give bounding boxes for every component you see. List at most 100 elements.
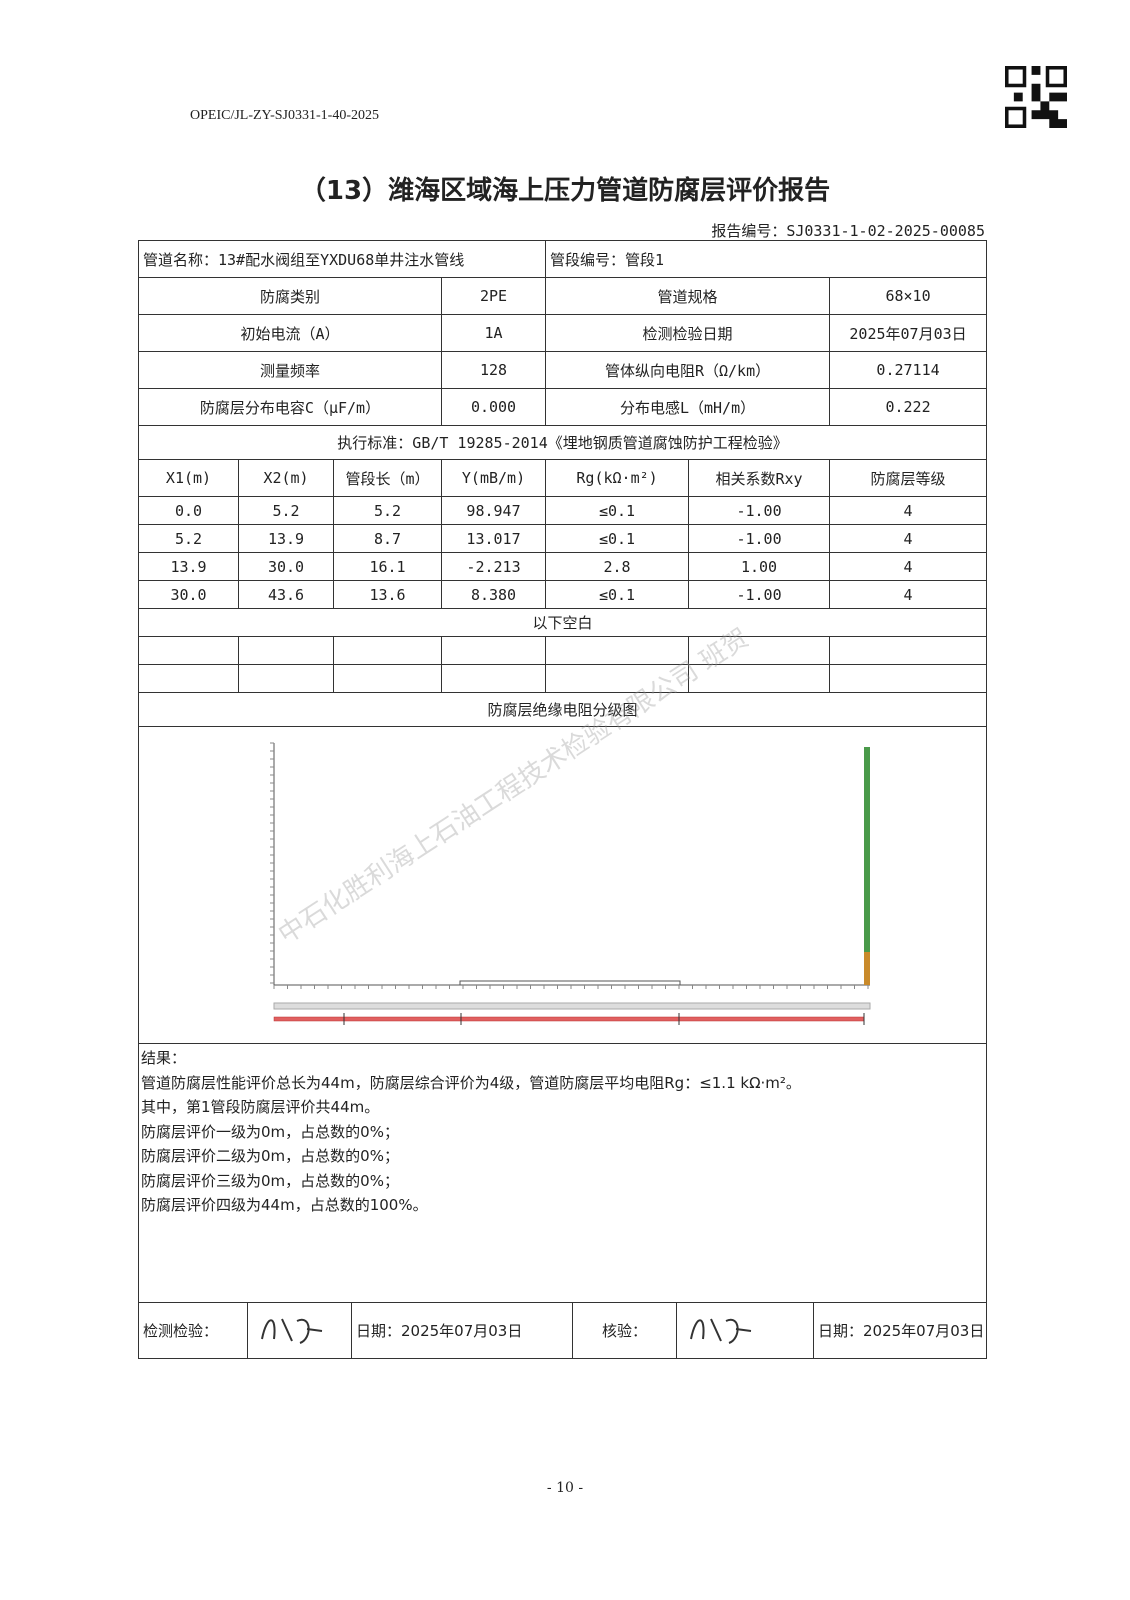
data-cell: -2.213 xyxy=(440,552,547,581)
column-header: X1(m) xyxy=(138,459,239,497)
data-cell: 4 xyxy=(829,552,988,581)
info-cell: 防腐类别 xyxy=(138,277,442,315)
handwriting xyxy=(247,1303,352,1358)
data-cell: 30.0 xyxy=(138,580,239,609)
chart-title: 防腐层绝缘电阻分级图 xyxy=(137,692,988,727)
data-cell: 1.00 xyxy=(688,552,831,581)
data-cell: 0.0 xyxy=(138,496,239,525)
results-heading: 结果： xyxy=(141,1049,187,1067)
data-cell: 30.0 xyxy=(238,552,334,581)
empty-cell xyxy=(829,664,988,693)
standard: 执行标准：GB/T 19285-2014《埋地钢质管道腐蚀防护工程检验》 xyxy=(137,425,988,460)
report-table: 管道名称：13#配水阀组至YXDU68单井注水管线 管段编号：管段1 防腐类别 2… xyxy=(137,240,988,1359)
empty-cell xyxy=(440,636,547,665)
results-line: 防腐层评价二级为0m，占总数的0%； xyxy=(141,1147,399,1165)
chart-row xyxy=(137,726,988,1044)
column-header: X2(m) xyxy=(238,459,334,497)
info-cell: 初始电流（A） xyxy=(138,314,442,352)
report-number: 报告编号：SJ0331-1-02-2025-00085 xyxy=(711,222,985,240)
signature-row: 检测检验： 日期：2025年07月03日 核验： 日期：2025年07月03日 xyxy=(137,1302,988,1359)
results-line: 防腐层评价一级为0m，占总数的0%； xyxy=(141,1122,399,1141)
data-cell: 8.7 xyxy=(333,524,442,553)
data-cell: ≤0.1 xyxy=(545,580,690,609)
chart-title-row: 防腐层绝缘电阻分级图 xyxy=(137,692,988,727)
data-row: 13.9 30.0 16.1 -2.213 2.8 1.00 4 xyxy=(138,552,988,581)
info-cell: 0.222 xyxy=(829,388,988,426)
blank-note: 以下空白 xyxy=(137,608,988,637)
data-row: 30.0 43.6 13.6 8.380 ≤0.1 -1.00 4 xyxy=(138,580,988,609)
info-row: 初始电流（A） 1A 检测检验日期 2025年07月03日 xyxy=(138,314,988,352)
signature-line: 检测检验： 日期：2025年07月03日 核验： 日期：2025年07月03日 xyxy=(139,1303,986,1358)
results-line: 其中，第1管段防腐层评价共44m。 xyxy=(141,1098,380,1116)
empty-cell xyxy=(238,664,334,693)
header-row: X1(m) X2(m) 管段长（m） Y(mB/m) Rg(kΩ·m²) 相关系数Rxy 防… xyxy=(138,459,988,497)
signature-text: 日期：2025年07月03日 xyxy=(818,1322,985,1340)
data-cell: 13.9 xyxy=(238,524,334,553)
data-row: 0.0 5.2 5.2 98.947 ≤0.1 -1.00 4 xyxy=(138,496,988,525)
results-line: 防腐层评价四级为44m，占总数的100%。 xyxy=(141,1196,428,1214)
results: 结果： 管道防腐层性能评价总长为44m，防腐层综合评价为4级，管道防腐层平均电阻R… xyxy=(137,1043,988,1303)
data-cell: 2.8 xyxy=(545,552,690,581)
info-row: 测量频率 128 管体纵向电阻R（Ω/km） 0.27114 xyxy=(138,351,988,389)
signature-text: 核验： xyxy=(572,1303,677,1358)
info-row: 防腐类别 2PE 管道规格 68×10 xyxy=(138,277,988,315)
segment-no: 管段编号：管段1 xyxy=(545,240,988,278)
results-line: 管道防腐层性能评价总长为44m，防腐层综合评价为4级，管道防腐层平均电阻Rg：≤… xyxy=(141,1073,801,1092)
data-cell: 43.6 xyxy=(238,580,334,609)
info-cell: 0.000 xyxy=(440,388,547,426)
data-cell: ≤0.1 xyxy=(545,524,690,553)
info-cell: 128 xyxy=(440,351,547,389)
data-row: 5.2 13.9 8.7 13.017 ≤0.1 -1.00 4 xyxy=(138,524,988,553)
report-title: （13）潍海区域海上压力管道防腐层评价报告 xyxy=(299,176,831,206)
data-cell: 13.9 xyxy=(138,552,239,581)
data-cell: 4 xyxy=(829,496,988,525)
column-header: 相关系数Rxy xyxy=(688,459,831,497)
empty-row xyxy=(138,636,988,665)
empty-cell xyxy=(688,664,831,693)
pipe-segment-bar xyxy=(273,1016,864,1022)
empty-cell xyxy=(138,636,239,665)
grade-bar xyxy=(863,747,870,985)
name-row: 管道名称：13#配水阀组至YXDU68单井注水管线 管段编号：管段1 xyxy=(137,240,988,278)
empty-cell xyxy=(440,664,547,693)
grade-bar-low xyxy=(863,952,870,985)
empty-cell xyxy=(333,664,442,693)
data-cell: 13.6 xyxy=(333,580,442,609)
empty-row xyxy=(138,664,988,693)
data-cell: 4 xyxy=(829,580,988,609)
standard-row: 执行标准：GB/T 19285-2014《埋地钢质管道腐蚀防护工程检验》 xyxy=(137,425,988,460)
doc-code: OPEIC/JL-ZY-SJ0331-1-40-2025 xyxy=(190,108,379,123)
info-cell: 管体纵向电阻R（Ω/km） xyxy=(545,351,831,389)
data-cell: -1.00 xyxy=(688,580,831,609)
info-cell: 分布电感L（mH/m） xyxy=(545,388,831,426)
data-cell: 16.1 xyxy=(333,552,442,581)
column-header: 管段长（m） xyxy=(333,459,442,497)
handwriting xyxy=(676,1303,814,1358)
info-cell: 68×10 xyxy=(829,277,988,315)
x-ticks xyxy=(273,985,869,989)
empty-cell xyxy=(138,664,239,693)
page-number: - 10 - xyxy=(546,1480,584,1496)
chart-cell xyxy=(137,726,988,1044)
segment-markers xyxy=(343,1013,865,1025)
info-cell: 管道规格 xyxy=(545,277,831,315)
signature-text: 日期：2025年07月03日 xyxy=(351,1303,573,1358)
column-header: Y(mB/m) xyxy=(440,459,547,497)
signature-table: 检测检验： 日期：2025年07月03日 核验： 日期：2025年07月03日 xyxy=(139,1303,986,1358)
empty-cell xyxy=(545,664,690,693)
info-cell: 防腐层分布电容C（μF/m） xyxy=(138,388,442,426)
info-row: 防腐层分布电容C（μF/m） 0.000 分布电感L（mH/m） 0.222 xyxy=(138,388,988,426)
info-cell: 检测检验日期 xyxy=(545,314,831,352)
data-cell: -1.00 xyxy=(688,496,831,525)
empty-cell xyxy=(333,636,442,665)
data-cell: 5.2 xyxy=(333,496,442,525)
chart-image xyxy=(269,742,871,1025)
data-cell: 13.017 xyxy=(440,524,547,553)
signature-cell: 检测检验： 日期：2025年07月03日 核验： 日期：2025年07月03日 xyxy=(137,1302,988,1359)
data-cell: 5.2 xyxy=(238,496,334,525)
data-cell: 5.2 xyxy=(138,524,239,553)
chart-axes xyxy=(273,743,870,986)
column-header: Rg(kΩ·m²) xyxy=(545,459,690,497)
